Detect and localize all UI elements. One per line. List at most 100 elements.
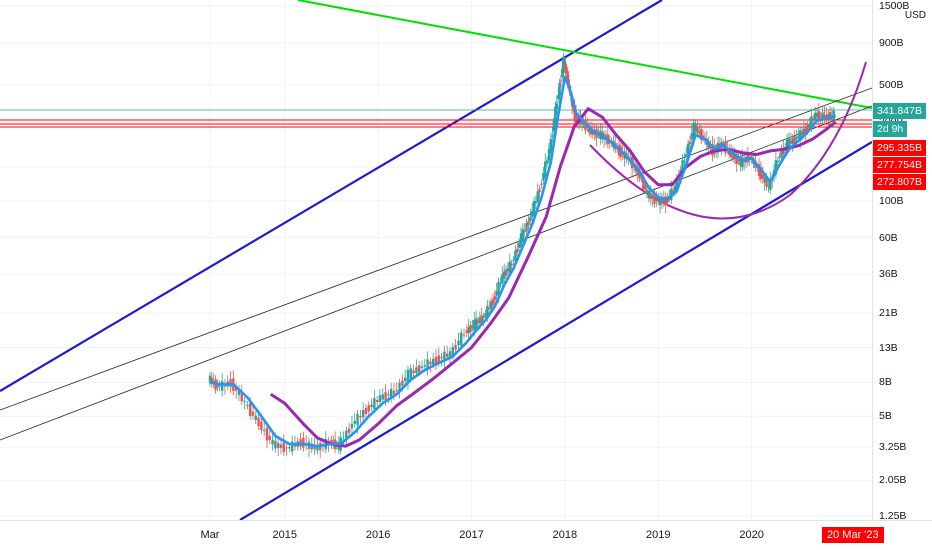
level-price-badge: 295.335B [873, 140, 926, 156]
candle-body [519, 233, 523, 248]
candle-body [671, 190, 675, 193]
candle-body [763, 177, 766, 183]
candle-body [685, 154, 688, 157]
candle-body [564, 63, 567, 73]
candle-body [521, 229, 525, 242]
candle-body [251, 411, 255, 416]
candle-body [514, 250, 517, 261]
candle-body [559, 80, 563, 82]
candle-body [523, 231, 526, 233]
candle-body [389, 388, 393, 399]
candle-body [645, 189, 649, 194]
candle-body [662, 198, 666, 203]
candle-body [493, 296, 497, 301]
x-tick-label: 2019 [645, 529, 671, 541]
candle-body [347, 428, 351, 433]
candle-body [237, 390, 241, 396]
candle-body [778, 156, 781, 158]
candle-body [353, 420, 356, 424]
candle-body [557, 95, 560, 99]
currency-label: USD [904, 10, 926, 21]
plot-area[interactable] [0, 0, 872, 520]
candle-body [510, 263, 513, 266]
candle-body [495, 290, 498, 296]
channel-lower-line [239, 141, 872, 520]
candle-body [517, 242, 521, 248]
candle-body [797, 136, 800, 138]
candle-body [484, 313, 487, 317]
y-tick-label: 1.25B [879, 510, 907, 522]
candle-body [785, 139, 789, 152]
candle-body [555, 103, 559, 109]
trend-line-upper [0, 87, 872, 411]
candle-body [819, 115, 822, 117]
candle-body [471, 325, 474, 328]
candle-body [780, 150, 783, 158]
candle-body [426, 359, 429, 370]
candle-body [563, 61, 567, 66]
x-tick-label: 2020 [739, 529, 764, 541]
candle-body [313, 446, 316, 450]
candle-body [574, 112, 578, 123]
candle-body [246, 405, 249, 407]
candle-body [701, 135, 705, 138]
candle-body [459, 332, 463, 346]
candle-body [482, 316, 485, 319]
price-axis[interactable]: USD 1500B900B500B300B160B100B60B36B21B13… [872, 0, 932, 522]
candle-body [660, 198, 664, 203]
candle-body [218, 386, 221, 388]
candle-body [271, 439, 274, 445]
candle-body [384, 392, 387, 400]
candle-body [437, 355, 440, 363]
candle-body [699, 129, 703, 141]
candle-body [210, 377, 214, 384]
candle-body [735, 153, 738, 164]
candle-body [651, 195, 654, 199]
candle-body [804, 126, 807, 134]
level-price-badge: 277.754B [873, 157, 926, 173]
candle-body [536, 191, 539, 202]
candle-body [642, 176, 645, 190]
candle-body [403, 377, 407, 382]
candle-body [525, 222, 528, 232]
candle-body [698, 131, 701, 134]
candle-body [812, 118, 815, 120]
candle-body [451, 347, 454, 356]
candle-body [499, 283, 502, 285]
candle-body [694, 124, 697, 132]
time-axis[interactable]: Mar 2015 2016 2017 2018 2019 2020 20 Mar '23 [0, 520, 932, 550]
candle-body [739, 158, 742, 166]
candle-body [378, 395, 382, 403]
candle-body [506, 268, 510, 272]
candle-body [673, 185, 677, 193]
candle-body [549, 138, 553, 154]
candle-body [793, 136, 796, 144]
candle-body [473, 319, 476, 331]
candle-body [370, 404, 373, 408]
candle-body [434, 356, 438, 365]
candle-body [686, 143, 690, 155]
candle-body [440, 357, 443, 359]
candle-body [643, 185, 647, 190]
candle-body [649, 193, 652, 199]
candle-body [677, 177, 680, 181]
candle-body [504, 269, 508, 276]
candle-body [260, 421, 263, 431]
candle-body [534, 201, 538, 204]
candle-body [395, 389, 398, 391]
candle-body [417, 365, 421, 373]
candle-body [821, 112, 824, 121]
channel-upper-line [0, 0, 663, 392]
candle-body [448, 351, 452, 357]
y-tick-label: 21B [879, 307, 898, 320]
y-tick-label: 2.05B [879, 474, 907, 487]
candle-body [387, 394, 390, 396]
candle-body [532, 200, 536, 216]
candle-body [420, 366, 424, 368]
candle-body [657, 200, 660, 202]
candle-body [465, 330, 469, 334]
candle-body [817, 111, 821, 121]
drawings [0, 0, 872, 520]
y-tick-label: 36B [879, 268, 898, 281]
fast-ma-line [209, 75, 837, 448]
